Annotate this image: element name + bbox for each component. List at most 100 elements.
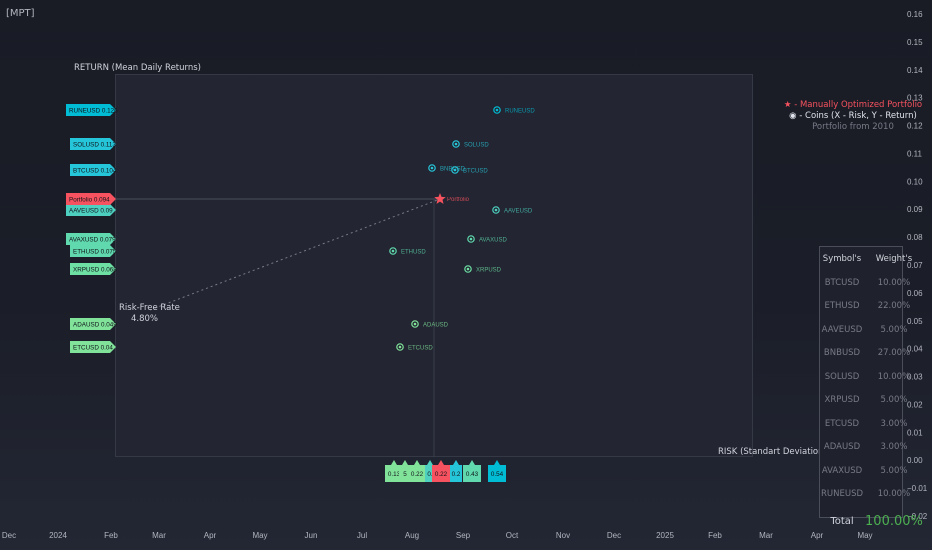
risk-tag-text: 0.22 [411, 471, 424, 478]
table-row: BNBUSD 27.00% [820, 342, 924, 366]
row-weight: 10.00% [877, 371, 911, 382]
total-row: Total 100.00% [820, 506, 924, 536]
x-tick-label: Jun [305, 531, 318, 540]
y-tick-label: 0.01 [907, 428, 923, 437]
y-tick-label: 0.12 [907, 122, 923, 131]
return-tag-ethusd [70, 245, 116, 257]
x-tick-label: Oct [506, 531, 519, 540]
y-tick-label: 0.14 [907, 66, 923, 75]
return-tag-adausd-text: ADAUSD 0.049 [73, 322, 117, 329]
x-tick-label: May [857, 531, 872, 540]
row-weight: 3.00% [880, 418, 908, 429]
x-tick-label: 2024 [49, 531, 67, 540]
return-tag-solusd [70, 138, 116, 150]
risk-tag-text: 0.54 [491, 471, 504, 478]
coin-marker-dot [391, 249, 395, 253]
y-tick-label: 0.09 [907, 205, 923, 214]
return-tag-etcusd [70, 341, 116, 353]
risk-tag-text: 0.2 [452, 471, 461, 478]
return-tag-portfolio-text: Portfolio 0.094 [69, 197, 110, 204]
table-row: ADAUSD 3.00% [820, 436, 924, 460]
return-tag-solusd-text: SOLUSD 0.113 [73, 142, 116, 149]
y-tick-label: 0.08 [907, 233, 923, 242]
row-symbol: ETCUSD [824, 418, 860, 429]
coin-marker-dot [454, 142, 458, 146]
risk-tag [408, 460, 426, 482]
x-tick-label: Jul [357, 531, 367, 540]
row-symbol: AAVEUSD [821, 324, 863, 335]
x-tick-label: Apr [811, 531, 824, 540]
coin-marker-dot [469, 237, 473, 241]
y-tick-label: 0.03 [907, 373, 923, 382]
risk-tag [450, 460, 462, 482]
return-tag-btcusd [70, 164, 116, 176]
header-weight: Weight's [875, 254, 913, 264]
portfolio-label: Portfolio [447, 197, 470, 203]
coin-marker-runeusd [493, 106, 501, 114]
coin-marker-adausd [411, 320, 419, 328]
return-tag-xrpusd-text: XRPUSD 0.068 [73, 267, 117, 274]
x-tick-label: Nov [556, 531, 570, 540]
coin-label: RUNEUSD [505, 109, 535, 115]
coin-marker-btcusd [451, 166, 459, 174]
return-tag-adausd [70, 318, 116, 330]
x-tick-label: May [252, 531, 267, 540]
y-tick-label: −0.02 [907, 512, 928, 521]
legend-portfolio: ★ - Manually Optimized Portfolio [783, 100, 923, 110]
x-tick-label: Dec [607, 531, 621, 540]
table-row: RUNEUSD 10.00% [820, 483, 924, 507]
coin-marker-dot [398, 345, 402, 349]
coin-label: BNBUSD [440, 167, 466, 173]
table-row: AVAXUSD 5.00% [820, 459, 924, 483]
row-weight: 10.00% [877, 489, 911, 500]
coin-label: BTCUSD [463, 169, 488, 175]
risk-free-rate-label: Risk-Free Rate 4.80% [119, 303, 180, 325]
return-tag-aaveusd [66, 204, 116, 216]
coin-marker-dot [466, 267, 470, 271]
row-symbol: ADAUSD [823, 442, 861, 453]
y-tick-label: 0.07 [907, 261, 923, 270]
coin-marker-dot [494, 208, 498, 212]
y-tick-label: 0.16 [907, 10, 923, 19]
y-axis-label: RETURN (Mean Daily Returns) [74, 63, 201, 73]
weights-table: Symbol's Weight's BTCUSD 10.00% ETHUSD 22.… [819, 246, 923, 529]
total-value: 100.00% [865, 513, 923, 529]
table-row: BTCUSD 10.00% [820, 271, 924, 295]
return-tag-avaxusd-text: AVAXUSD 0.079 [69, 237, 116, 244]
return-tag-runeusd-text: RUNEUSD 0.126 [69, 108, 118, 115]
table-row: ETCUSD 3.00% [820, 412, 924, 436]
table-row: ETHUSD 22.00% [820, 295, 924, 319]
y-tick-label: 0.05 [907, 317, 923, 326]
risk-tag [463, 460, 481, 482]
table-row: XRPUSD 5.00% [820, 389, 924, 413]
capital-market-line [149, 198, 441, 311]
risk-tag [432, 460, 450, 482]
risk-free-rate-title: Risk-Free Rate [119, 303, 180, 313]
y-tick-label: 0.06 [907, 289, 923, 298]
coin-marker-dot [453, 168, 457, 172]
row-weight: 10.00% [877, 277, 911, 288]
indicator-tag[interactable]: [MPT] [6, 8, 35, 19]
header-symbol: Symbol's [822, 254, 862, 264]
portfolio-star-icon [434, 193, 446, 204]
row-symbol: SOLUSD [824, 371, 860, 382]
coin-label: ETCUSD [408, 346, 433, 352]
coin-marker-xrpusd [464, 265, 472, 273]
row-weight: 5.00% [880, 395, 908, 406]
y-tick-label: −0.01 [907, 484, 928, 493]
y-tick-label: 0.04 [907, 345, 923, 354]
row-symbol: XRPUSD [824, 395, 860, 406]
return-tag-runeusd [66, 104, 116, 116]
coin-marker-solusd [452, 140, 460, 148]
risk-free-rate-value: 4.80% [131, 314, 159, 324]
risk-tag [385, 460, 403, 482]
return-tag-portfolio [66, 193, 116, 205]
row-weight: 5.00% [880, 465, 908, 476]
risk-tag [488, 460, 506, 482]
row-weight: 3.00% [880, 442, 908, 453]
risk-tag-text: 0.13 [388, 471, 401, 478]
x-tick-label: Sep [456, 531, 471, 540]
row-symbol: BTCUSD [824, 277, 860, 288]
legend-coins: ◉ - Coins (X - Risk, Y - Return) [789, 111, 917, 121]
risk-tag-text: 0.43 [466, 471, 479, 478]
